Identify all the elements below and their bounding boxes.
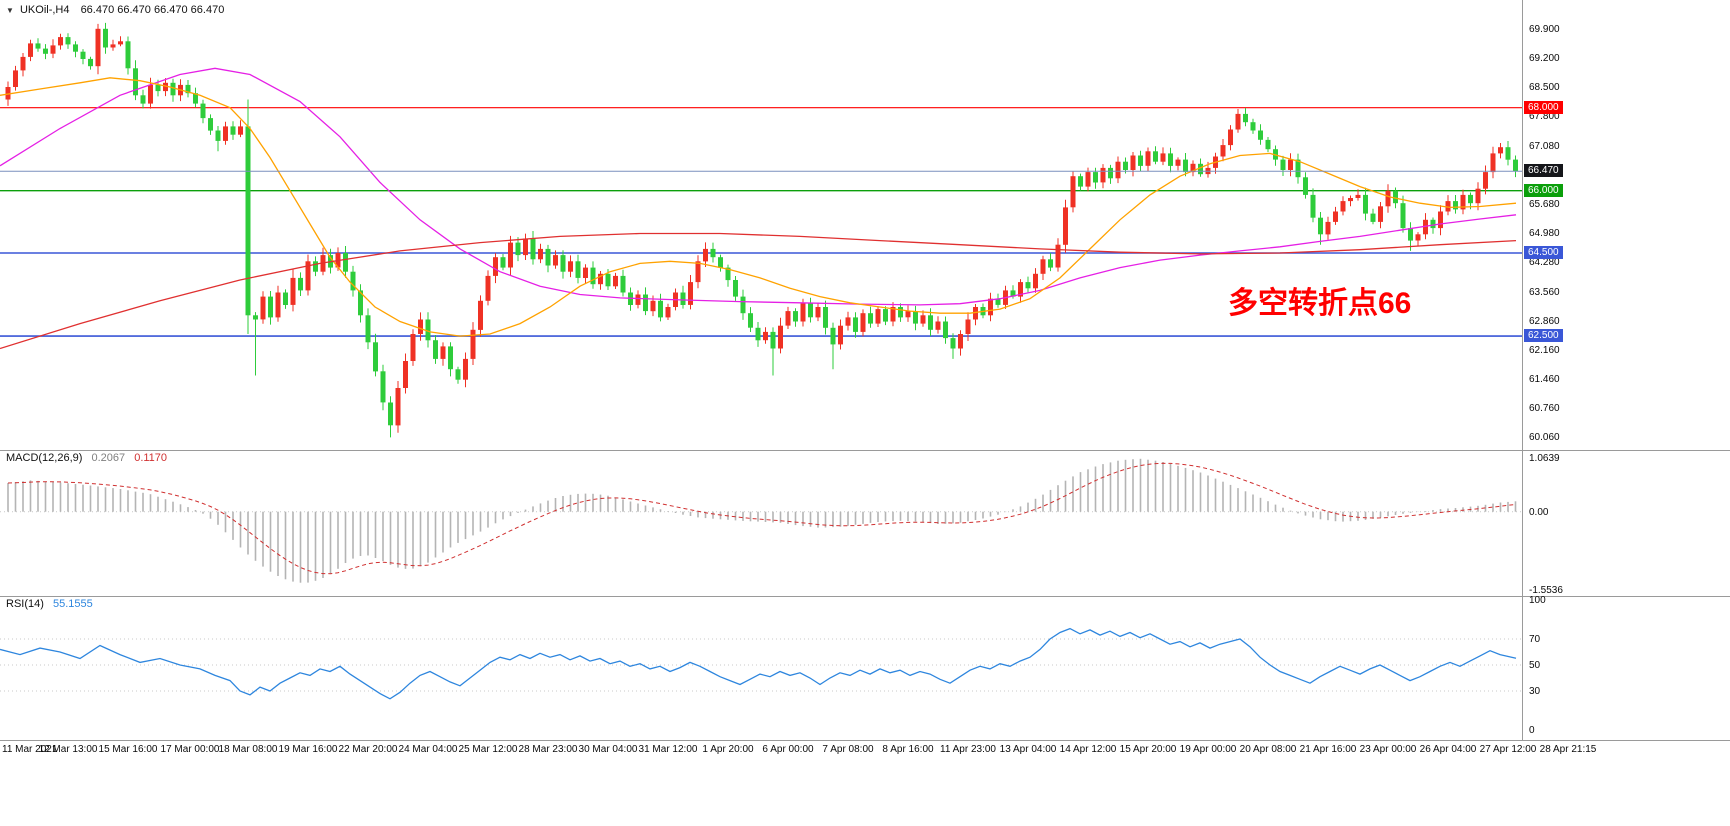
time-axis-label: 26 Apr 04:00 [1419,744,1477,755]
time-axis-label: 11 Apr 23:00 [940,744,996,755]
time-axis-label: 22 Mar 20:00 [338,744,398,755]
candlestick-series [5,22,1518,438]
time-axis-label: 28 Apr 21:15 [1539,744,1597,755]
price-badge: 68.000 [1524,101,1563,114]
rsi-panel [0,627,1522,700]
price-axis-label: 67.800 [1529,111,1560,122]
time-axis-label: 20 Apr 08:00 [1239,744,1297,755]
time-axis-label: 19 Mar 16:00 [278,744,338,755]
rsi-axis-label: 100 [1529,595,1546,606]
rsi-axis-label: 70 [1529,634,1541,645]
macd-signal-value: 0.1170 [134,452,168,464]
time-axis-label: 27 Apr 12:00 [1479,744,1537,755]
macd-main-value: 0.2067 [91,452,126,464]
rsi-axis-label: 50 [1529,660,1541,671]
time-axis-label: 17 Mar 00:00 [160,744,220,755]
time-axis-label: 21 Apr 16:00 [1299,744,1357,755]
macd-label: MACD(12,26,9) [6,452,83,464]
time-axis-label: 15 Mar 16:00 [98,744,158,755]
time-axis-label: 19 Apr 00:00 [1179,744,1237,755]
price-axis[interactable]: 69.900 69.200 68.500 67.800 67.080 65.680 64.9… [1523,0,1729,740]
moving-averages [0,67,1517,350]
time-axis-label: 15 Apr 20:00 [1119,744,1177,755]
horizontal-lines [0,107,1522,337]
time-axis-label: 23 Apr 00:00 [1359,744,1417,755]
time-axis-label: 12 Mar 13:00 [38,744,98,755]
price-axis-label: 62.160 [1529,345,1560,356]
price-axis-label: 69.200 [1529,53,1560,64]
time-axis-label: 18 Mar 08:00 [218,744,278,755]
price-axis-label: 61.460 [1529,374,1560,385]
time-axis-label: 11 Mar 2021 [2,744,58,755]
time-axis-label: 6 Apr 00:00 [762,744,814,755]
price-axis-label: 62.860 [1529,316,1560,327]
time-axis-label: 8 Apr 16:00 [882,744,934,755]
rsi-line [0,627,1517,700]
macd-signal-line [7,462,1516,575]
rsi-axis-label: 30 [1529,686,1541,697]
price-axis-label: 60.760 [1529,403,1560,414]
price-axis-label: 65.680 [1529,199,1560,210]
time-axis-label: 30 Mar 04:00 [578,744,638,755]
annotation-text: 多空转折点66 [1228,287,1412,320]
macd-axis-label: 1.0639 [1529,453,1560,464]
time-axis-label: 31 Mar 12:00 [638,744,698,755]
price-axis-label: 64.280 [1529,257,1560,268]
price-axis-label: 67.080 [1529,141,1560,152]
ma-red [0,232,1517,350]
ma-magenta [0,67,1517,306]
chart-title: ▼ UKOil-,H4 66.470 66.470 66.470 66.470 [6,4,224,16]
price-axis-label: 64.980 [1529,228,1560,239]
rsi-axis-label: 0 [1529,725,1535,736]
price-badge: 64.500 [1524,246,1563,259]
price-axis-label: 60.060 [1529,432,1560,443]
panel-separators [0,0,1730,741]
time-axis-label: 24 Mar 04:00 [398,744,458,755]
price-badge: 66.470 [1524,164,1563,177]
price-axis-label: 63.560 [1529,287,1560,298]
price-axis-label: 68.500 [1529,82,1560,93]
price-axis-label: 69.900 [1529,24,1560,35]
macd-axis-label: 0.00 [1529,507,1549,518]
ohlc-values: 66.470 66.470 66.470 66.470 [80,4,225,16]
rsi-value: 55.1555 [52,598,93,610]
expand-arrow-icon[interactable]: ▼ [6,6,14,15]
time-axis[interactable]: 11 Mar 2021 12 Mar 13:00 15 Mar 16:00 17 Ma… [0,740,1730,774]
price-badge: 62.500 [1524,329,1563,342]
macd-axis-label: -1.5536 [1529,585,1563,596]
macd-caption: MACD(12,26,9) 0.2067 0.1170 [6,452,167,464]
price-badge: 66.000 [1524,184,1563,197]
ma-orange [0,77,1517,337]
time-axis-label: 28 Mar 23:00 [518,744,578,755]
rsi-caption: RSI(14) 55.1555 [6,598,93,610]
time-axis-label: 14 Apr 12:00 [1059,744,1117,755]
rsi-label: RSI(14) [6,598,44,610]
time-axis-label: 1 Apr 20:00 [702,744,754,755]
time-axis-label: 25 Mar 12:00 [458,744,518,755]
macd-panel [0,458,1522,583]
symbol-period-label: UKOil-,H4 [19,4,70,16]
time-axis-label: 7 Apr 08:00 [822,744,874,755]
time-axis-label: 13 Apr 04:00 [999,744,1057,755]
